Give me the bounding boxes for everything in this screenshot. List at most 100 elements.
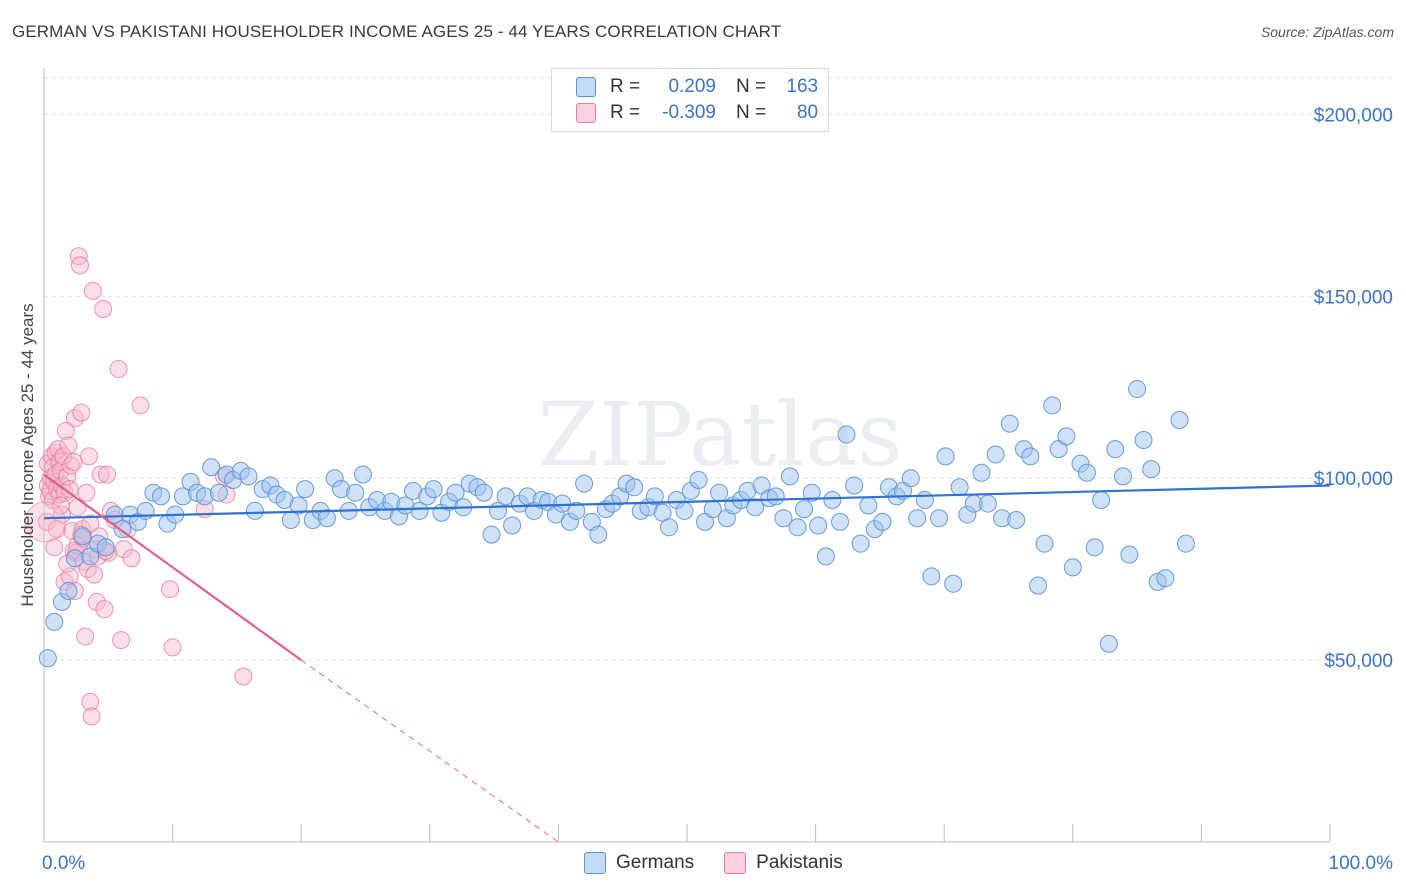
legend-row-pakistanis: R = -0.309 N = 80 [576, 101, 818, 125]
german-point [245, 501, 264, 520]
legend-swatch-pakistanis [724, 852, 747, 874]
german-point [837, 425, 856, 444]
german-point [831, 512, 850, 531]
german-point [823, 491, 842, 510]
german-point [1120, 545, 1139, 564]
pakistani-point [76, 627, 95, 646]
trend-lines [43, 473, 1331, 843]
german-point [202, 458, 221, 477]
legend-r-value: 0.209 [668, 76, 716, 97]
pakistani-point [161, 580, 180, 599]
pakistani-point [114, 540, 133, 559]
german-point [795, 500, 814, 519]
legend-n-label: N = [736, 76, 767, 97]
german-point [1156, 569, 1175, 588]
y-tick-labels: $50,000 $100,000 $150,000 $200,000 [1314, 105, 1393, 672]
legend-n-value: 80 [796, 102, 819, 123]
pakistani-points [24, 247, 253, 726]
legend-swatch-germans [584, 852, 606, 874]
german-point [675, 501, 694, 520]
german-point [766, 487, 785, 506]
legend-swatch-pakistanis [576, 103, 596, 123]
legend-r-label: R = [610, 102, 641, 123]
german-point [1063, 558, 1082, 577]
german-point [1021, 447, 1040, 466]
chart-title: GERMAN VS PAKISTANI HOUSEHOLDER INCOME A… [12, 22, 782, 41]
pakistani-point [68, 498, 87, 517]
german-point [1077, 463, 1096, 482]
german-point [986, 445, 1005, 464]
german-point [1128, 380, 1147, 399]
german-point [816, 547, 835, 566]
german-point [474, 483, 493, 502]
german-point [353, 465, 372, 484]
pakistani-trend-line [43, 473, 302, 661]
german-point [65, 549, 84, 568]
legend-n-value: 163 [786, 76, 819, 97]
pakistani-point [77, 483, 96, 502]
german-point [936, 447, 955, 466]
pakistani-point [54, 447, 73, 466]
german-point [930, 509, 949, 528]
pakistani-point [24, 501, 66, 543]
y-tick-label: $150,000 [1314, 287, 1393, 308]
axes [43, 68, 1331, 843]
german-point [59, 581, 78, 600]
german-point [317, 509, 336, 528]
german-point [809, 516, 828, 535]
german-point [788, 518, 807, 537]
german-trend-line [43, 484, 1331, 520]
legend-r-label: R = [610, 76, 641, 97]
german-point [1134, 430, 1153, 449]
legend-n-label: N = [736, 102, 767, 123]
pakistani-point [85, 565, 104, 584]
series-legend: Germans Pakistanis [584, 852, 873, 874]
legend-item-germans[interactable]: Germans [584, 852, 694, 874]
german-point [589, 525, 608, 544]
german-point [296, 480, 315, 499]
german-point [689, 471, 708, 490]
pakistani-point [91, 465, 110, 484]
german-point [446, 483, 465, 502]
german-point [38, 649, 57, 668]
pakistani-point [94, 300, 113, 319]
german-point [424, 480, 443, 499]
german-point [774, 509, 793, 528]
german-point [659, 518, 678, 537]
x-tick-label: 100.0% [1329, 853, 1394, 874]
grid-lines [44, 77, 1395, 661]
y-axis-label: Householder Income Ages 25 - 44 years [18, 303, 37, 606]
pakistani-point [83, 281, 102, 300]
pakistani-point [56, 421, 75, 440]
german-point [136, 501, 155, 520]
german-point [482, 525, 501, 544]
pakistani-trend-extension [300, 659, 559, 843]
pakistani-point [51, 496, 70, 515]
german-point [645, 487, 664, 506]
german-point [73, 527, 92, 546]
german-point [1099, 634, 1118, 653]
pakistani-point [64, 452, 83, 471]
german-point [503, 516, 522, 535]
german-point [901, 469, 920, 488]
stats-legend: R = 0.209 N = 163 R = -0.309 N = 80 [551, 68, 829, 132]
german-point [1092, 491, 1111, 510]
german-point [410, 501, 429, 520]
pakistani-point [131, 396, 150, 415]
german-point [978, 494, 997, 513]
x-tick-label: 0.0% [42, 853, 85, 874]
german-point [1043, 396, 1062, 415]
legend-item-pakistanis[interactable]: Pakistanis [724, 852, 843, 874]
german-point [710, 483, 729, 502]
y-tick-label: $50,000 [1324, 651, 1393, 672]
pakistani-point [59, 436, 78, 455]
y-tick-label: $200,000 [1314, 105, 1393, 126]
german-point [873, 512, 892, 531]
legend-label-germans: Germans [616, 852, 695, 873]
x-tick-labels: 0.0% 100.0% [42, 853, 1393, 874]
pakistani-point [163, 638, 182, 657]
german-point [908, 509, 927, 528]
pakistani-point [72, 403, 91, 422]
german-point [780, 467, 799, 486]
german-point [1057, 427, 1076, 446]
